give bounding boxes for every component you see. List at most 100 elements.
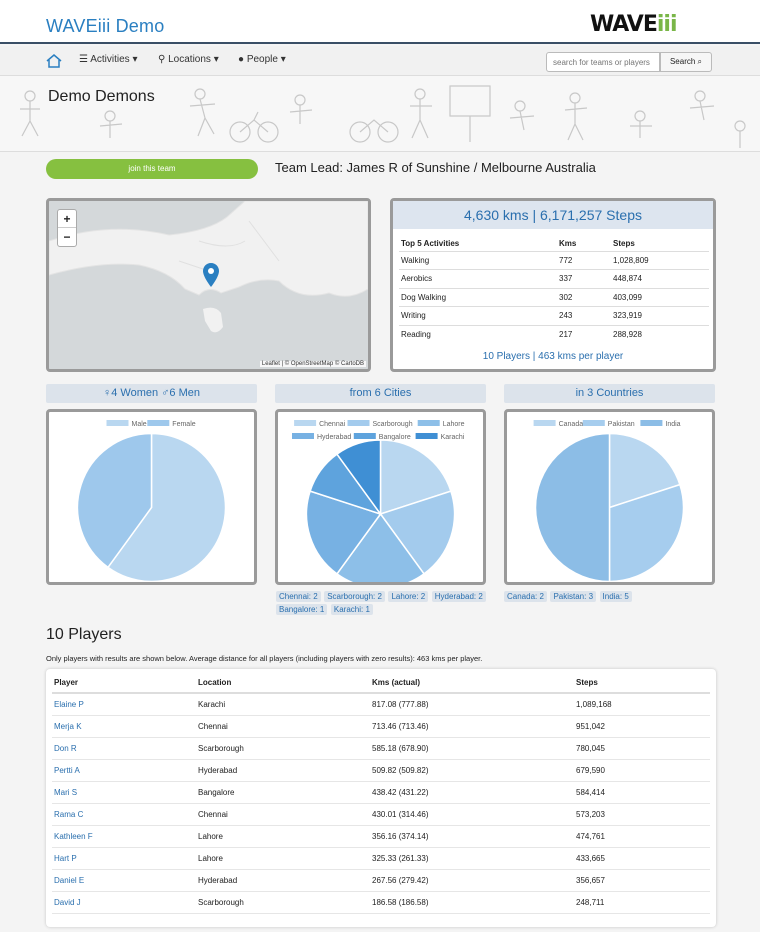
- caret-down-icon: ▾: [132, 54, 138, 65]
- table-row: Don R Scarborough 585.18 (678.90) 780,045: [52, 737, 710, 760]
- pie-slice[interactable]: [608, 483, 685, 582]
- column-header: Kms (actual): [372, 673, 576, 694]
- list-icon: ☰: [79, 54, 88, 65]
- column-header: Top 5 Activities: [401, 239, 460, 249]
- player-link[interactable]: Mari S: [52, 781, 198, 804]
- team-banner: Demo Demons: [0, 76, 760, 152]
- players-table-card: Player Location Kms (actual) Steps Elain…: [46, 669, 716, 927]
- country-tag[interactable]: Pakistan: 3: [550, 591, 597, 602]
- city-tag[interactable]: Scarborough: 2: [324, 591, 385, 602]
- players-note: Only players with results are shown belo…: [46, 654, 483, 663]
- search-icon: ⌕: [697, 57, 703, 66]
- countries-pie-panel: Canada Pakistan India: [504, 409, 715, 585]
- country-tag[interactable]: Canada: 2: [504, 591, 547, 602]
- top-activities-table: Top 5 Activities Kms Steps Walking 772 1,0…: [399, 237, 709, 344]
- players-title: 10 Players: [46, 626, 122, 643]
- pie-slice[interactable]: [76, 432, 153, 569]
- cities-pie-panel: Chennai Scarborough Lahore Hyderabad Bangalo…: [275, 409, 486, 585]
- nav-activities[interactable]: ☰ Activities ▾: [79, 54, 138, 65]
- player-link[interactable]: Don R: [52, 737, 198, 760]
- table-row: Kathleen F Lahore 356.16 (374.14) 474,761: [52, 825, 710, 848]
- table-row: Reading 217 288,928: [399, 324, 709, 344]
- country-tag[interactable]: India: 5: [599, 591, 632, 602]
- stats-headline: 4,630 kms | 6,171,257 Steps: [393, 201, 713, 229]
- legend-swatch[interactable]: [347, 420, 370, 426]
- players-table: Player Location Kms (actual) Steps Elain…: [52, 673, 710, 914]
- legend-swatch[interactable]: [106, 420, 129, 426]
- legend-swatch[interactable]: [415, 433, 438, 439]
- city-tag[interactable]: Bangalore: 1: [276, 604, 328, 615]
- pie-slice[interactable]: [106, 432, 227, 582]
- legend-swatch[interactable]: [417, 420, 440, 426]
- site-title[interactable]: WAVEiii Demo: [46, 16, 165, 36]
- countries-summary: in 3 Countries: [504, 384, 715, 403]
- city-tag[interactable]: Lahore: 2: [388, 591, 429, 602]
- player-link[interactable]: Kathleen F: [52, 825, 198, 848]
- table-row: Hart P Lahore 325.33 (261.33) 433,665: [52, 847, 710, 870]
- join-team-button[interactable]: join this team: [46, 159, 258, 179]
- legend-label: Canada: [559, 421, 584, 428]
- country-tags: Canada: 2 Pakistan: 3 India: 5: [504, 591, 719, 604]
- table-row: Mari S Bangalore 438.42 (431.22) 584,414: [52, 781, 710, 804]
- player-link[interactable]: Elaine P: [52, 693, 198, 716]
- column-header: Player: [52, 673, 198, 694]
- legend-label: Male: [132, 421, 147, 428]
- player-link[interactable]: Daniel E: [52, 869, 198, 892]
- home-icon[interactable]: [46, 54, 62, 68]
- countries-pie-chart: Canada Pakistan India: [533, 420, 685, 582]
- player-link[interactable]: Hart P: [52, 847, 198, 870]
- legend-label: Scarborough: [373, 421, 413, 428]
- gender-pie-chart: Male Female: [76, 420, 227, 582]
- city-tags: Chennai: 2 Scarborough: 2 Lahore: 2 Hyde…: [276, 591, 491, 617]
- legend-label: Hyderabad: [317, 434, 351, 441]
- team-stats: 4,630 kms | 6,171,257 Steps Top 5 Activi…: [390, 198, 716, 372]
- legend-swatch[interactable]: [294, 420, 317, 426]
- legend-swatch[interactable]: [533, 420, 556, 426]
- player-link[interactable]: Merja K: [52, 715, 198, 738]
- city-tag[interactable]: Karachi: 1: [330, 604, 373, 615]
- legend-swatch[interactable]: [147, 420, 170, 426]
- search-input[interactable]: [546, 52, 660, 72]
- city-tag[interactable]: Chennai: 2: [276, 591, 321, 602]
- table-row: Pertti A Hyderabad 509.82 (509.82) 679,590: [52, 759, 710, 782]
- column-header: Location: [198, 673, 372, 694]
- player-link[interactable]: Rama C: [52, 803, 198, 826]
- legend-swatch[interactable]: [353, 433, 376, 439]
- table-row: Writing 243 323,919: [399, 306, 709, 325]
- legend-swatch[interactable]: [292, 433, 314, 439]
- team-name: Demo Demons: [46, 88, 157, 106]
- pie-slice[interactable]: [335, 439, 382, 517]
- column-header: Kms: [559, 239, 577, 249]
- pie-slice[interactable]: [608, 432, 681, 509]
- city-tag[interactable]: Hyderabad: 2: [431, 591, 486, 602]
- table-row: Rama C Chennai 430.01 (314.46) 573,203: [52, 803, 710, 826]
- logo-text: WAVE: [590, 12, 658, 37]
- caret-down-icon: ▾: [213, 54, 219, 65]
- pie-slice[interactable]: [379, 439, 452, 516]
- map-attribution[interactable]: Leaflet | © OpenStreetMap © CartoDB: [259, 361, 366, 367]
- search-button[interactable]: Search ⌕: [660, 52, 712, 72]
- pie-slice[interactable]: [534, 432, 611, 582]
- zoom-out-button[interactable]: −: [63, 230, 71, 244]
- nav-locations[interactable]: ⚲ Locations ▾: [158, 54, 219, 65]
- legend-label: Karachi: [441, 434, 465, 441]
- map-marker-icon[interactable]: [203, 263, 219, 287]
- table-row: Walking 772 1,028,809: [399, 250, 709, 270]
- pie-slice[interactable]: [379, 490, 456, 575]
- player-link[interactable]: David J: [52, 891, 198, 914]
- pie-slice[interactable]: [335, 512, 426, 582]
- zoom-in-button[interactable]: +: [58, 210, 76, 228]
- team-map[interactable]: + − Leaflet | © OpenStreetMap © CartoDB: [46, 198, 371, 372]
- table-row: David J Scarborough 186.58 (186.58) 248,711: [52, 891, 710, 914]
- legend-swatch[interactable]: [582, 420, 605, 426]
- brand-logo[interactable]: WAVEiii: [590, 12, 677, 37]
- legend-label: Lahore: [443, 421, 465, 428]
- map-tiles: [49, 201, 368, 369]
- legend-swatch[interactable]: [640, 420, 663, 426]
- nav-people[interactable]: ● People ▾: [238, 54, 286, 65]
- legend-label: Female: [172, 421, 195, 428]
- legend-label: Chennai: [319, 421, 346, 428]
- legend-label: India: [665, 421, 680, 428]
- pie-slice[interactable]: [305, 490, 382, 575]
- player-link[interactable]: Pertti A: [52, 759, 198, 782]
